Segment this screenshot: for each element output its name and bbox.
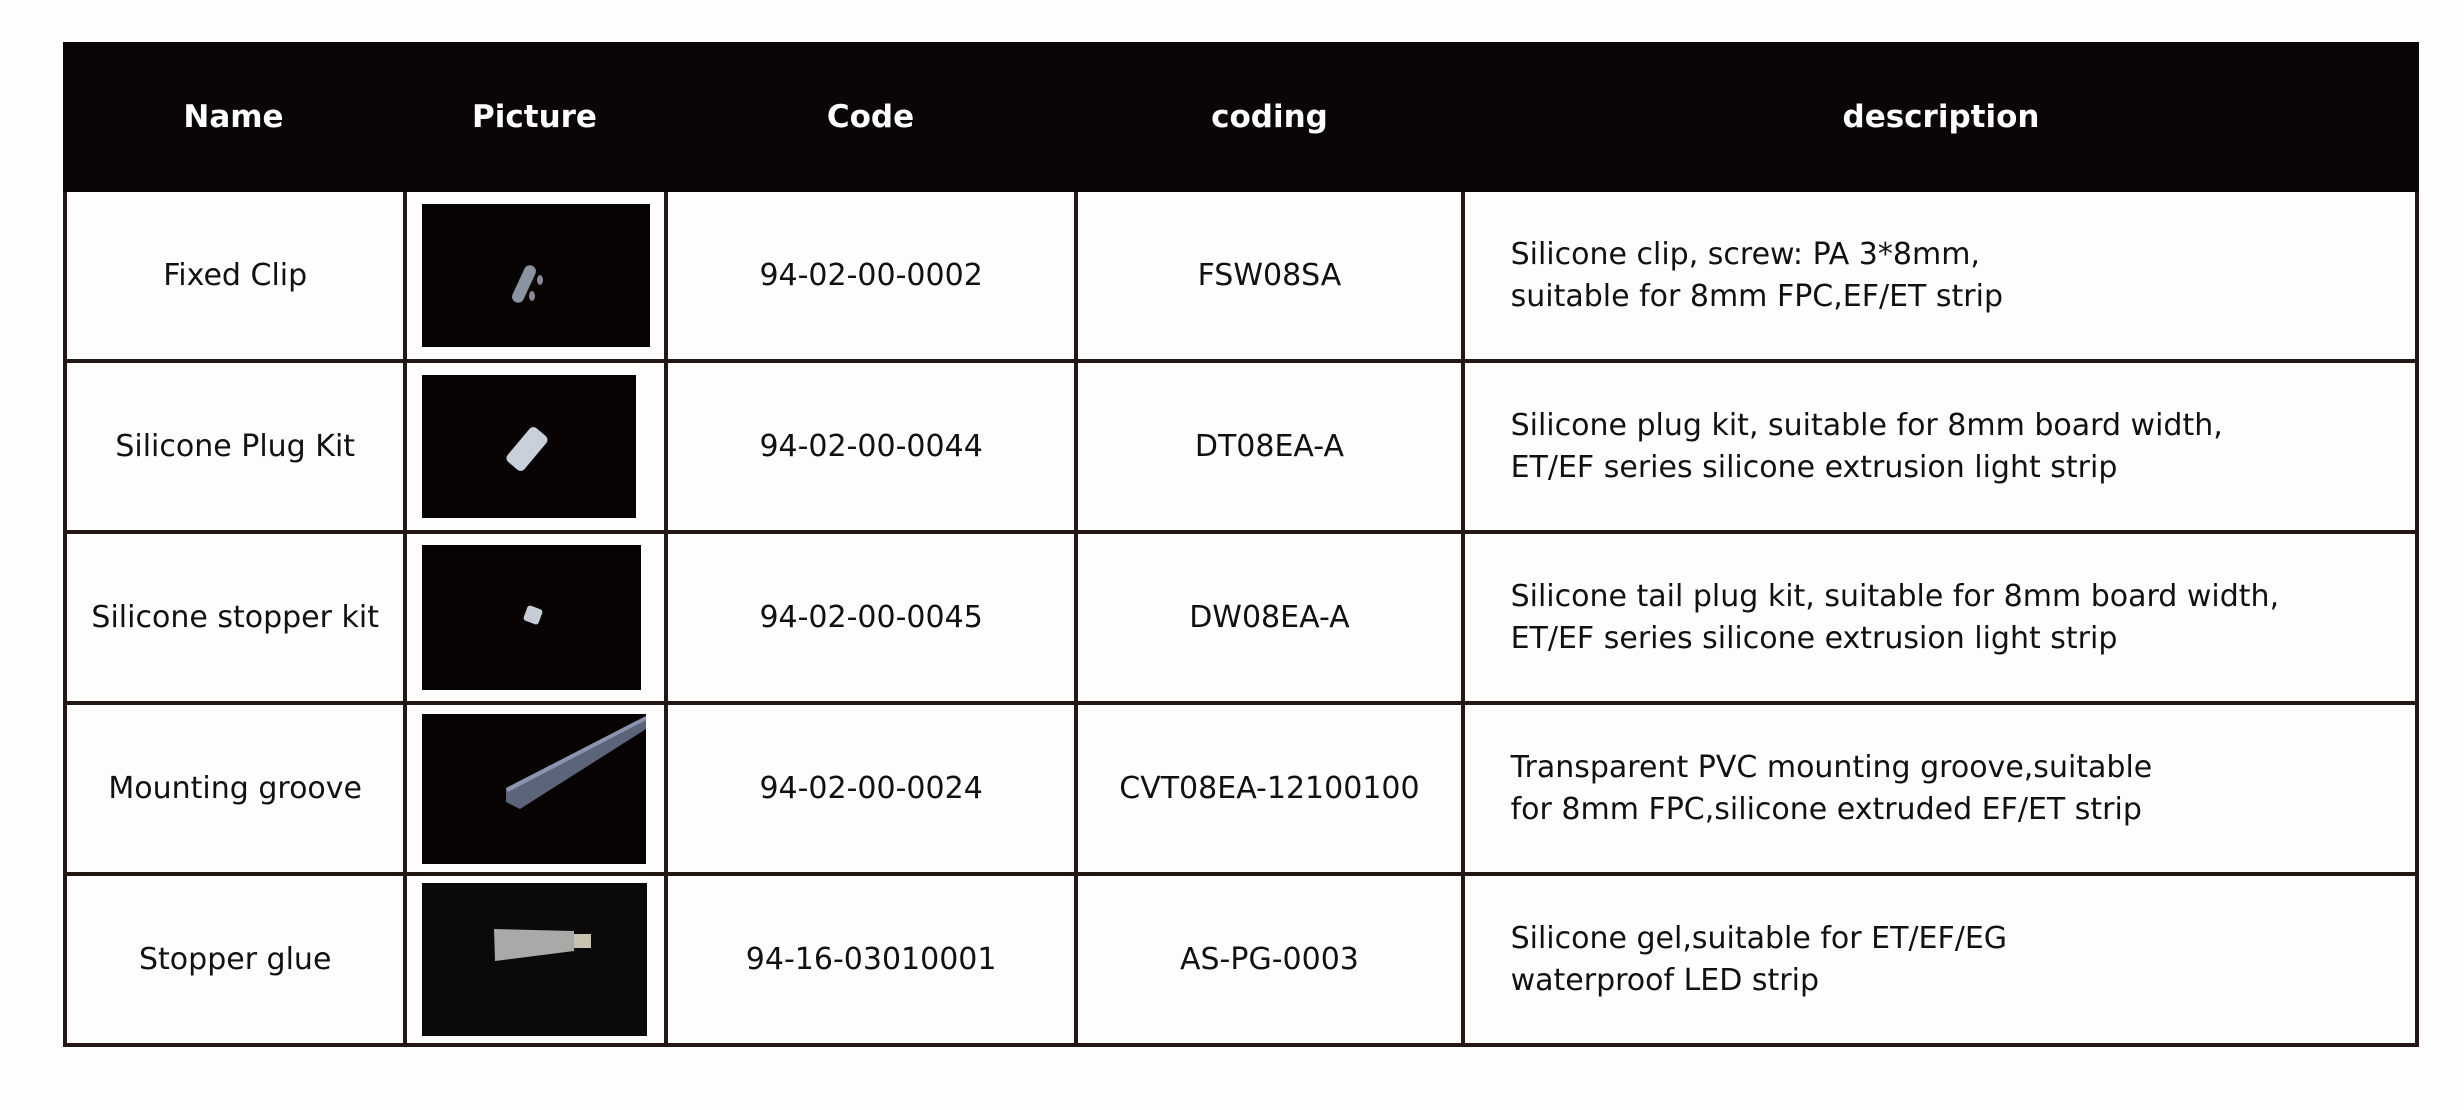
cell-picture	[407, 363, 668, 530]
cell-picture	[407, 534, 668, 701]
header-picture: Picture	[472, 99, 597, 135]
table-row: Silicone Plug Kit 94-02-00-0044 DT08EA-A…	[63, 363, 2419, 534]
description-line: Transparent PVC mounting groove,suitable	[1510, 749, 2153, 785]
header-code: Code	[826, 99, 915, 135]
header-coding: coding	[1211, 99, 1328, 135]
table-row: Fixed Clip 94-02-00-0002 FSW08SA Silicon…	[63, 192, 2419, 363]
table-row: Stopper glue 94-16-03010001 AS-PG-0003 S…	[63, 876, 2419, 1047]
cell-coding: FSW08SA	[1078, 192, 1465, 359]
cell-code: 94-02-00-0002	[668, 192, 1079, 359]
description-line: Silicone plug kit, suitable for 8mm boar…	[1510, 407, 2223, 443]
cell-description: Silicone gel,suitable for ET/EF/EG waterp…	[1465, 876, 2419, 1043]
silicone-plug-photo	[422, 375, 637, 518]
cell-picture	[407, 876, 668, 1043]
cell-code: 94-16-03010001	[668, 876, 1079, 1043]
pvc-groove-photo	[422, 713, 647, 864]
cell-name: Silicone stopper kit	[67, 534, 408, 701]
description-line: ET/EF series silicone extrusion light st…	[1510, 620, 2118, 656]
cell-coding: AS-PG-0003	[1078, 876, 1465, 1043]
cell-coding: CVT08EA-12100100	[1078, 705, 1465, 872]
description-line: Silicone tail plug kit, suitable for 8mm…	[1510, 578, 2280, 614]
description-line: suitable for 8mm FPC,EF/ET strip	[1510, 278, 2004, 314]
cell-name: Stopper glue	[67, 876, 408, 1043]
glue-tube-photo	[422, 883, 648, 1036]
accessories-table: Name Picture Code coding description Fix…	[63, 42, 2419, 1047]
cell-name: Silicone Plug Kit	[67, 363, 408, 530]
description-line: waterproof LED strip	[1510, 962, 1820, 998]
cell-picture	[407, 705, 668, 872]
description-line: ET/EF series silicone extrusion light st…	[1510, 449, 2118, 485]
header-description: description	[1842, 99, 2040, 135]
cell-coding: DT08EA-A	[1078, 363, 1465, 530]
cell-name: Fixed Clip	[67, 192, 408, 359]
cell-description: Transparent PVC mounting groove,suitable…	[1465, 705, 2419, 872]
silicone-clip-photo	[422, 204, 651, 347]
table-row: Mounting groove 94-02-00-0024 CVT08EA-12…	[63, 705, 2419, 876]
cell-code: 94-02-00-0045	[668, 534, 1079, 701]
silicone-stopper-photo	[422, 545, 642, 690]
table-header: Name Picture Code coding description	[63, 42, 2419, 192]
cell-code: 94-02-00-0024	[668, 705, 1079, 872]
header-name: Name	[183, 99, 284, 135]
cell-name: Mounting groove	[67, 705, 408, 872]
cell-coding: DW08EA-A	[1078, 534, 1465, 701]
description-line: for 8mm FPC,silicone extruded EF/ET stri…	[1510, 791, 2142, 827]
cell-picture	[407, 192, 668, 359]
cell-description: Silicone plug kit, suitable for 8mm boar…	[1465, 363, 2419, 530]
description-line: Silicone clip, screw: PA 3*8mm,	[1510, 236, 1980, 272]
cell-code: 94-02-00-0044	[668, 363, 1079, 530]
description-line: Silicone gel,suitable for ET/EF/EG	[1510, 920, 2008, 956]
table-row: Silicone stopper kit 94-02-00-0045 DW08E…	[63, 534, 2419, 705]
cell-description: Silicone tail plug kit, suitable for 8mm…	[1465, 534, 2419, 701]
cell-description: Silicone clip, screw: PA 3*8mm, suitable …	[1465, 192, 2419, 359]
